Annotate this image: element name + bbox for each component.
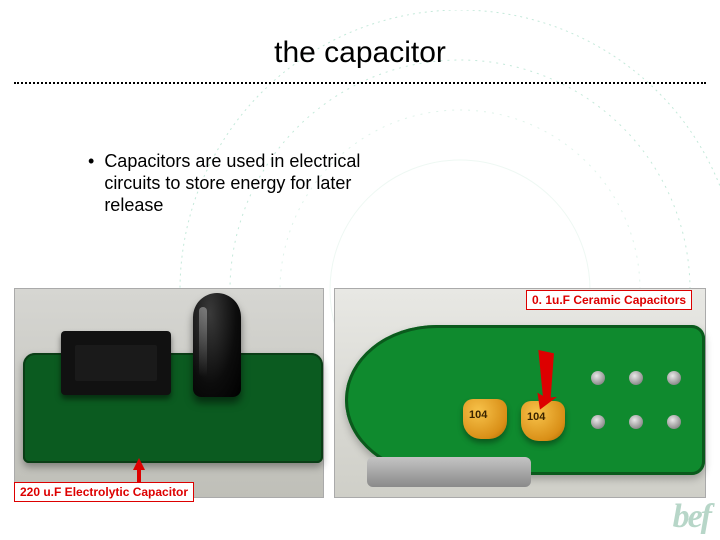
logo: bef — [673, 498, 710, 536]
label-electrolytic: 220 u.F Electrolytic Capacitor — [14, 482, 194, 502]
bullet-text: Capacitors are used in electrical circui… — [104, 150, 378, 216]
bullet-block: • Capacitors are used in electrical circ… — [88, 150, 378, 216]
solder-pad — [629, 371, 643, 385]
label-ceramic: 0. 1u.F Ceramic Capacitors — [526, 290, 692, 310]
solder-pad — [667, 415, 681, 429]
solder-pad — [591, 371, 605, 385]
photo-area: 220 u.F Electrolytic Capacitor 104 104 0… — [14, 288, 706, 508]
solder-pad — [629, 415, 643, 429]
bullet-marker: • — [88, 150, 94, 216]
title-wrap: the capacitor — [0, 36, 720, 70]
photo-left — [14, 288, 324, 498]
arrow-left-icon — [132, 458, 146, 482]
ic-socket — [61, 331, 171, 395]
electrolytic-capacitor — [193, 293, 241, 397]
page-title: the capacitor — [274, 36, 446, 69]
title-divider — [14, 82, 706, 84]
ceramic-marking: 104 — [527, 411, 545, 423]
battery-holder — [367, 457, 531, 487]
solder-pad — [591, 415, 605, 429]
solder-pad — [667, 371, 681, 385]
photo-right: 104 104 — [334, 288, 706, 498]
ceramic-capacitor: 104 — [463, 399, 507, 439]
ceramic-marking: 104 — [469, 409, 487, 421]
